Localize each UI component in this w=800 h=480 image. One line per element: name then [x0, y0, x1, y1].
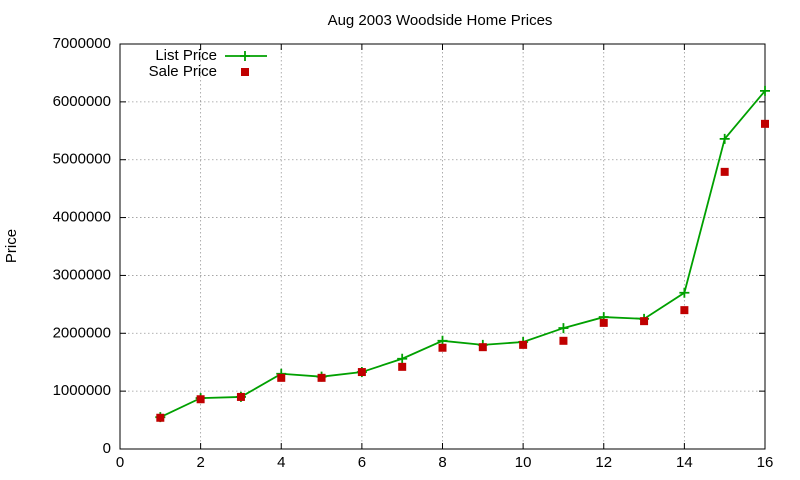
x-tick-label: 8: [438, 454, 446, 471]
y-axis-label: Price: [3, 229, 20, 263]
data-point: [679, 287, 690, 298]
y-tick-label: 4000000: [53, 209, 111, 226]
data-point: [599, 318, 608, 327]
x-tick-label: 0: [116, 454, 124, 471]
data-point: [438, 343, 447, 352]
chart-title: Aug 2003 Woodside Home Prices: [328, 12, 553, 29]
y-tick-label: 7000000: [53, 35, 111, 52]
legend-label: Sale Price: [149, 63, 217, 80]
y-tick-label: 1000000: [53, 382, 111, 399]
data-point: [719, 133, 730, 144]
y-tick-label: 3000000: [53, 266, 111, 283]
data-point: [720, 167, 729, 176]
x-tick-label: 10: [515, 454, 532, 471]
x-tick-label: 2: [196, 454, 204, 471]
x-tick-label: 12: [595, 454, 612, 471]
x-tick-label: 6: [358, 454, 366, 471]
data-point: [317, 373, 326, 382]
y-tick-label: 6000000: [53, 93, 111, 110]
y-tick-label: 2000000: [53, 324, 111, 341]
data-point: [357, 368, 366, 377]
data-point: [559, 336, 568, 345]
legend-marker: [240, 51, 250, 61]
data-point: [680, 306, 689, 315]
data-point: [156, 413, 165, 422]
data-point: [397, 353, 408, 364]
data-point: [478, 343, 487, 352]
data-point: [196, 395, 205, 404]
data-point: [519, 340, 528, 349]
data-point: [760, 85, 770, 96]
legend-label: List Price: [155, 47, 217, 64]
plot-frame: [119, 43, 766, 450]
legend-marker: [241, 68, 249, 76]
y-tick-label: 0: [103, 440, 111, 457]
series-line: [159, 90, 766, 418]
data-point: [558, 323, 569, 334]
data-point: [761, 119, 769, 128]
x-tick-label: 4: [277, 454, 285, 471]
x-tick-label: 16: [757, 454, 774, 471]
data-point: [640, 317, 649, 326]
data-point: [277, 373, 286, 382]
data-point: [398, 362, 407, 371]
y-tick-label: 5000000: [53, 151, 111, 168]
data-point: [236, 392, 245, 401]
x-tick-label: 14: [676, 454, 693, 471]
